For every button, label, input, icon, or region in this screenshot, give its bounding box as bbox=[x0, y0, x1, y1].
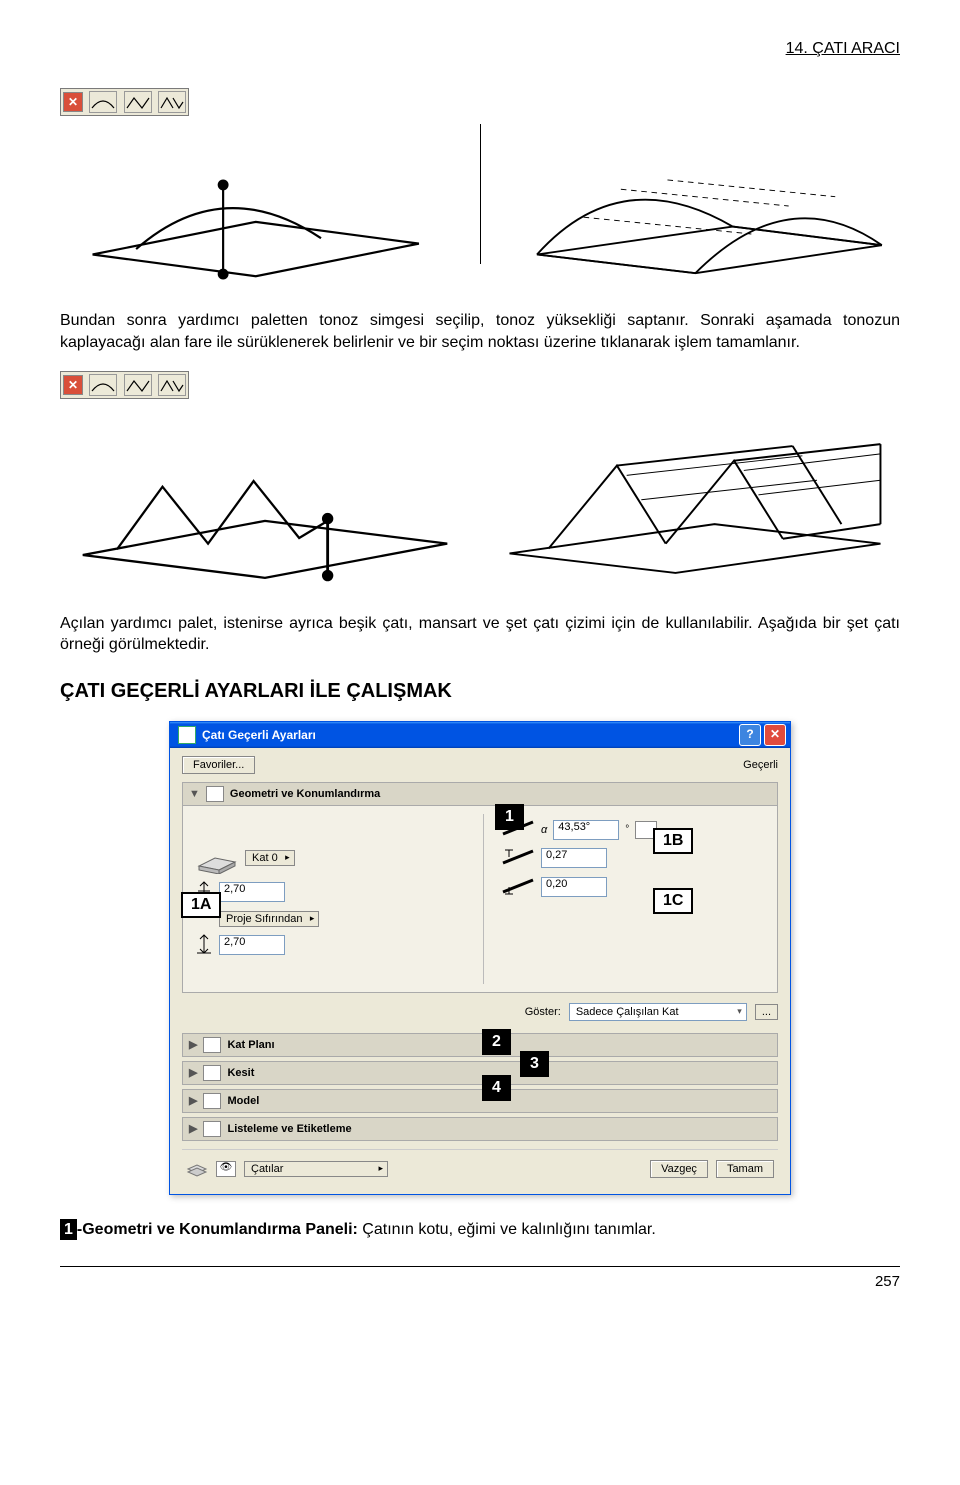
callout-4: 4 bbox=[482, 1075, 511, 1101]
overhang-field-1[interactable]: 0,27 bbox=[541, 848, 607, 868]
reference-dropdown[interactable]: Proje Sıfırından bbox=[219, 911, 319, 927]
expand-icon: ▶ bbox=[189, 1038, 197, 1051]
figure-vault-3d bbox=[509, 124, 901, 282]
show-combo[interactable]: Sadece Çalışılan Kat bbox=[569, 1003, 747, 1021]
overhang-bottom-icon bbox=[501, 877, 535, 898]
goster-label: Göster: bbox=[525, 1006, 561, 1018]
overhang-field-2[interactable]: 0,20 bbox=[541, 877, 607, 897]
paragraph-1: Bundan sonra yardımcı paletten tonoz sim… bbox=[60, 310, 900, 353]
mini-toolbar-1: ✕ bbox=[60, 88, 189, 116]
cancel-button[interactable]: Vazgeç bbox=[650, 1160, 708, 1178]
gecerli-label: Geçerli bbox=[743, 759, 778, 771]
figure-row-2 bbox=[60, 407, 900, 594]
favorites-button[interactable]: Favoriler... bbox=[182, 756, 255, 774]
panel-listeleme-title: Listeleme ve Etiketleme bbox=[227, 1123, 351, 1135]
geom-panel-bold-label: -Geometri ve Konumlandırma Paneli: bbox=[77, 1221, 358, 1238]
dialog-app-icon bbox=[178, 726, 196, 744]
figure-sawtooth-3d bbox=[490, 407, 900, 583]
paragraph-2: Açılan yardımcı palet, istenirse ayrıca … bbox=[60, 613, 900, 656]
callout-2: 2 bbox=[482, 1029, 511, 1055]
paragraph-3: 1-Geometri ve Konumlandırma Paneli: Çatı… bbox=[60, 1219, 900, 1241]
roof-shape-icon-1 bbox=[89, 91, 117, 113]
floorplan-icon bbox=[203, 1037, 221, 1053]
show-more-button[interactable]: ... bbox=[755, 1004, 778, 1020]
roof-shape-icon-3b bbox=[158, 374, 186, 396]
panel-model-title: Model bbox=[227, 1095, 259, 1107]
geometry-icon bbox=[206, 786, 224, 802]
roof-shape-icon-2 bbox=[124, 91, 152, 113]
panel-geometry-header[interactable]: ▼ Geometri ve Konumlandırma bbox=[182, 782, 778, 806]
mini-toolbar-2: ✕ bbox=[60, 371, 189, 399]
page-number: 257 bbox=[60, 1273, 900, 1290]
panel-kesit-title: Kesit bbox=[227, 1067, 254, 1079]
figure-row-1 bbox=[60, 124, 900, 292]
roof-shape-icon-2b bbox=[124, 374, 152, 396]
callout-1C: 1C bbox=[653, 888, 693, 914]
alpha-label: α bbox=[541, 824, 547, 836]
panel-katplani[interactable]: ▶ Kat Planı bbox=[182, 1033, 778, 1057]
panel-katplani-title: Kat Planı bbox=[227, 1039, 274, 1051]
degree-symbol: ° bbox=[625, 824, 629, 835]
chapter-header: 14. ÇATI ARACI bbox=[60, 40, 900, 58]
callout-1: 1 bbox=[495, 804, 524, 830]
collapse-icon: ▼ bbox=[189, 788, 200, 800]
figure-sawtooth-sketch bbox=[60, 407, 470, 589]
layers-icon bbox=[186, 1161, 208, 1177]
visibility-icon[interactable]: 👁 bbox=[216, 1161, 236, 1177]
dialog-titlebar: Çatı Geçerli Ayarları ? ✕ bbox=[170, 722, 790, 748]
expand-icon: ▶ bbox=[189, 1122, 197, 1135]
panel-kesit[interactable]: ▶ Kesit bbox=[182, 1061, 778, 1085]
callout-1A: 1A bbox=[181, 892, 221, 918]
slab-icon bbox=[195, 842, 239, 874]
geom-panel-desc: Çatının kotu, eğimi ve kalınlığını tanım… bbox=[358, 1221, 656, 1238]
floor-dropdown[interactable]: Kat 0 bbox=[245, 850, 295, 866]
section-icon bbox=[203, 1065, 221, 1081]
figure-vault-sketch bbox=[60, 124, 452, 287]
callout-3: 3 bbox=[520, 1051, 549, 1077]
overhang-top-icon bbox=[501, 848, 535, 869]
panel-geometry-title: Geometri ve Konumlandırma bbox=[230, 788, 380, 800]
angle-field[interactable]: 43,53° bbox=[553, 820, 619, 840]
close-button[interactable]: ✕ bbox=[764, 724, 786, 746]
expand-icon: ▶ bbox=[189, 1094, 197, 1107]
panel-geometry-body: Kat 0 2,70 Proje Sıfırından bbox=[182, 806, 778, 993]
height-field-2[interactable]: 2,70 bbox=[219, 935, 285, 955]
help-icon[interactable]: ? bbox=[739, 724, 761, 746]
height-icon-2 bbox=[195, 933, 213, 958]
section-title: ÇATI GEÇERLİ AYARLARI İLE ÇALIŞMAK bbox=[60, 680, 900, 703]
close-icon: ✕ bbox=[63, 375, 83, 395]
list-icon bbox=[203, 1121, 221, 1137]
expand-icon: ▶ bbox=[189, 1066, 197, 1079]
panel-model[interactable]: ▶ Model bbox=[182, 1089, 778, 1113]
roof-shape-icon-3 bbox=[158, 91, 186, 113]
callout-1B: 1B bbox=[653, 828, 693, 854]
inline-callout-1: 1 bbox=[60, 1219, 77, 1241]
roof-settings-dialog: Çatı Geçerli Ayarları ? ✕ Favoriler... G… bbox=[169, 721, 791, 1195]
layer-dropdown[interactable]: Çatılar bbox=[244, 1161, 388, 1177]
height-field-1[interactable]: 2,70 bbox=[219, 882, 285, 902]
dialog-title: Çatı Geçerli Ayarları bbox=[202, 728, 316, 742]
panel-listeleme[interactable]: ▶ Listeleme ve Etiketleme bbox=[182, 1117, 778, 1141]
close-icon: ✕ bbox=[63, 92, 83, 112]
ok-button[interactable]: Tamam bbox=[716, 1160, 774, 1178]
roof-shape-icon-1b bbox=[89, 374, 117, 396]
footer-rule bbox=[60, 1266, 900, 1267]
